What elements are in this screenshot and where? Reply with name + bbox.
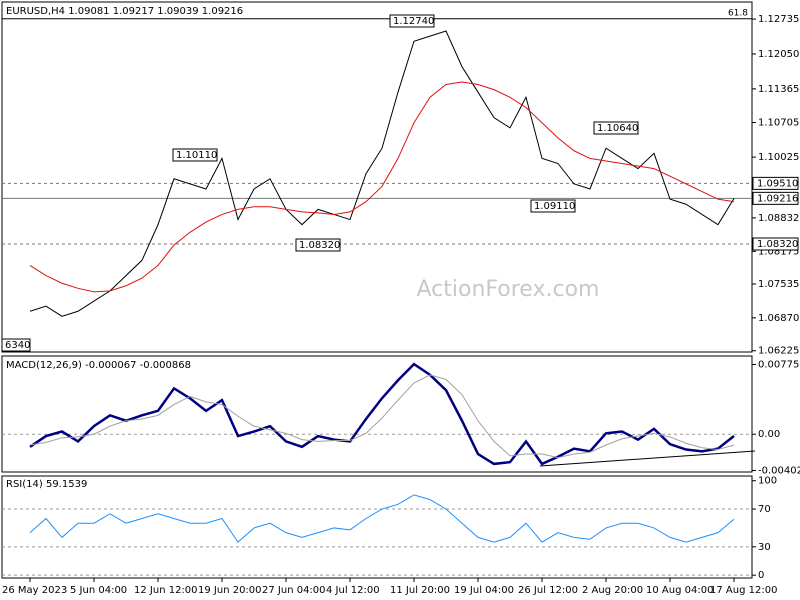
x-tick-label: 2 Aug 20:00 — [582, 585, 643, 596]
annotation-box — [1, 338, 31, 352]
level-box — [752, 176, 799, 190]
annotation: 1.12740 — [393, 16, 434, 27]
level-box — [752, 237, 799, 251]
x-tick-label: 11 Jul 20:00 — [390, 585, 450, 596]
level-box — [752, 191, 799, 205]
annotation: 1.10640 — [597, 123, 638, 134]
y-tick-label: 1.12735 — [758, 14, 799, 25]
y-tick-label: -0.004027 — [758, 465, 800, 476]
trend-line — [539, 450, 756, 467]
annotation-box — [295, 238, 341, 252]
annotation: 1.09110 — [534, 201, 575, 212]
y-tick-label: 0.007753 — [758, 360, 800, 371]
x-tick-label: 19 Jul 04:00 — [454, 585, 514, 596]
x-tick-label: 4 Jul 12:00 — [326, 585, 380, 596]
x-tick-label: 5 Jun 04:00 — [70, 585, 127, 596]
x-tick-label: 19 Jun 20:00 — [198, 585, 262, 596]
series-line — [29, 494, 735, 543]
price-panel — [1, 1, 753, 353]
y-tick-label: 1.10705 — [758, 117, 799, 128]
y-tick-label: 0.00 — [758, 429, 780, 440]
y-tick-label: 100 — [758, 476, 777, 487]
chart-title: EURUSD,H4 1.09081 1.09217 1.09039 1.0921… — [6, 6, 243, 17]
y-tick-label: 1.11365 — [758, 84, 799, 95]
y-tick-label: 1.10025 — [758, 152, 799, 163]
macd-panel — [1, 355, 753, 473]
x-tick-label: 27 Jun 04:00 — [262, 585, 326, 596]
rsi-title: RSI(14) 59.1539 — [6, 479, 87, 490]
y-tick-label: 1.06225 — [758, 346, 799, 357]
y-tick-label: 30 — [758, 542, 771, 553]
annotation: 1.08320 — [299, 240, 340, 251]
watermark: ActionForex.com — [417, 277, 600, 302]
level-label: 61.8 — [728, 8, 748, 18]
rsi-panel — [1, 475, 753, 579]
annotation-box — [389, 14, 435, 28]
annotation-box — [593, 121, 639, 135]
annotation-box — [172, 148, 218, 162]
series-line — [29, 374, 735, 459]
y-tick-label: 1.08175 — [758, 246, 799, 257]
y-tick-label: 0 — [758, 570, 764, 581]
level-label: 1.09216 — [757, 193, 798, 204]
level-label: 1.09510 — [757, 178, 798, 189]
y-tick-label: 1.12050 — [758, 49, 799, 60]
y-tick-label: 1.07535 — [758, 279, 799, 290]
level-label: 1.08320 — [757, 239, 798, 250]
x-tick-label: 17 Aug 12:00 — [710, 585, 777, 596]
y-tick-label: 1.08832 — [758, 213, 799, 224]
y-tick-label: 1.06870 — [758, 313, 799, 324]
series-line — [29, 362, 735, 466]
x-tick-label: 10 Aug 04:00 — [646, 585, 713, 596]
annotation: 6340 — [5, 340, 30, 351]
x-tick-label: 12 Jun 12:00 — [134, 585, 198, 596]
macd-title: MACD(12,26,9) -0.000067 -0.000868 — [6, 360, 191, 371]
series-line — [29, 81, 735, 293]
annotation-box — [530, 199, 576, 213]
x-tick-label: 26 Jul 12:00 — [518, 585, 578, 596]
x-tick-label: 26 May 2023 — [2, 585, 67, 596]
y-tick-label: 70 — [758, 504, 771, 515]
series-line — [29, 30, 735, 317]
annotation: 1.10110 — [176, 150, 217, 161]
